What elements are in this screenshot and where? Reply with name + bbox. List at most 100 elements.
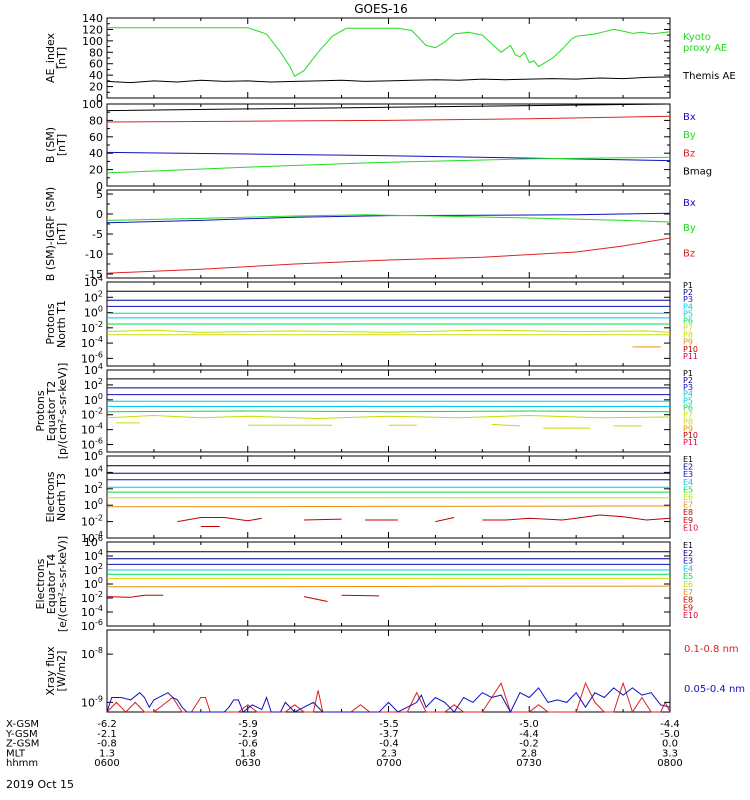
series-line (106, 505, 671, 508)
series-e10: E10 (683, 523, 698, 532)
series-p5: P5 (107, 309, 693, 319)
panels-group: 020406080100120140AE_index[nT]Kyotoproxy… (34, 12, 745, 714)
legend-entry: P7 (683, 410, 693, 419)
series-e9: E9 (683, 516, 693, 525)
series-p2: P2 (107, 376, 693, 389)
y-tick-label: -15 (85, 268, 103, 281)
y-tick-label: 10-4 (81, 335, 103, 350)
axis-row-value: -0.4 (379, 739, 399, 750)
series-line (106, 585, 671, 588)
series-line (106, 151, 671, 162)
series-e6: E6 (107, 493, 693, 502)
legend-entry: P5 (683, 309, 693, 318)
series-themis-ae: Themis AE (106, 71, 736, 84)
panel-bsm: 0 20 40 60 80 100 B (SM)[nT] Bx By Bz Bmag (44, 98, 712, 193)
axis-row-value: 2.3 (381, 748, 397, 759)
legend-entry: Bx (683, 112, 696, 123)
legend-entry: P9 (683, 424, 693, 433)
legend-entry: P11 (683, 352, 698, 361)
axis-row-value: -6.2 (97, 719, 117, 730)
series-e10: E10 (683, 611, 698, 620)
axis-row-value: -2.1 (97, 729, 117, 740)
y-axis-label: [p/(cm²-s-sr-keV)] (56, 363, 69, 460)
series-line (106, 214, 671, 223)
legend-entry: E4 (683, 478, 693, 487)
y-tick-label: 100 (84, 497, 103, 512)
series-p7: P7 (106, 410, 693, 419)
y-axis-label: North T3 (55, 473, 68, 521)
series-line (106, 687, 671, 714)
y-tick-label: 10-8 (81, 646, 103, 661)
y-tick-label: 100 (82, 35, 103, 48)
series-p3: P3 (107, 383, 693, 396)
legend-entry: Themis AE (682, 71, 736, 82)
series-p6: P6 (107, 316, 693, 325)
y-axis-label: B (SM) (44, 127, 57, 163)
legend-entry: P9 (683, 338, 693, 347)
y-tick-label: 10-2 (81, 407, 103, 422)
axis-row-value: -5.5 (379, 719, 399, 730)
plot-frame (106, 629, 671, 713)
y-tick-label: 102 (84, 562, 103, 577)
y-tick-label: 102 (84, 481, 103, 496)
series-line (106, 212, 671, 224)
panel-bigrf: -15 -10 -5 0 5 B (SM)-IGRF (SM)[nT] Bx By Bz (44, 187, 696, 281)
series-p1: P1 (107, 369, 693, 380)
y-tick-label: 10-2 (81, 320, 103, 335)
series-p7: P7 (106, 324, 693, 333)
y-tick-label: 10-2 (81, 514, 103, 529)
legend-entry: E4 (683, 564, 693, 573)
legend-entry: E9 (683, 516, 693, 525)
series-line (482, 514, 671, 521)
legend-entry: P10 (683, 345, 698, 354)
series-e4: E4 (107, 478, 693, 488)
y-tick-label: 100 (82, 98, 103, 111)
legend-entry: By (683, 130, 696, 141)
legend-entry: P6 (683, 316, 693, 325)
axis-row-value: 0800 (657, 758, 682, 769)
series-bz: Bz (106, 115, 695, 159)
series-p9: P9 (683, 424, 693, 433)
y-axis-label: Protons (44, 303, 57, 344)
y-axis-label: Xray flux (44, 646, 57, 696)
y-tick-label: 0 (96, 92, 103, 105)
y-tick-label: 100 (84, 576, 103, 591)
series-e3: E3 (107, 470, 693, 481)
series-p8: P8 (116, 417, 693, 429)
legend-entry: Bz (683, 148, 695, 159)
series-line (177, 517, 262, 523)
legend-entry: E7 (683, 588, 693, 597)
y-tick-label: 102 (84, 377, 103, 392)
y-tick-label: 10-6 (81, 437, 103, 452)
legend-entry: E6 (683, 580, 693, 589)
axis-row-value: -4.4 (660, 719, 680, 730)
series-line (106, 115, 671, 123)
series-p9: P9 (632, 338, 693, 348)
legend-entry: P3 (683, 295, 693, 304)
axis-row-value: 3.3 (662, 748, 678, 759)
legend-entry: Bx (683, 198, 696, 209)
bottom-axis: X-GSM -6.2 -5.9 -5.5 -5.0 -4.4Y-GSM -2.1 -2.9 -3… (5, 719, 683, 769)
axis-row-value: 2.8 (521, 748, 537, 759)
y-tick-label: 140 (82, 12, 103, 25)
series-p11: P11 (683, 438, 698, 447)
legend-entry: E2 (683, 463, 693, 472)
y-tick-label: 0 (96, 208, 103, 221)
y-tick-label: 10-2 (81, 590, 103, 605)
legend-entry: P8 (683, 417, 693, 426)
panel-xray: 10-9 10-8 Xray flux[W/m2] 0.1-0.8 nm 0.05-0.… (44, 629, 745, 714)
series-line (303, 596, 328, 602)
y-tick-label: 0 (96, 180, 103, 193)
y-tick-label: 20 (89, 81, 103, 94)
y-tick-label: 106 (84, 448, 103, 463)
legend-entry: P1 (683, 281, 693, 290)
series-bmag: Bmag (106, 103, 712, 178)
y-tick-label: -5 (92, 228, 103, 241)
series-line (435, 517, 455, 523)
axis-row-label: Z-GSM (6, 739, 39, 750)
legend-entry: Bmag (683, 167, 712, 178)
legend-entry: E8 (683, 596, 693, 605)
